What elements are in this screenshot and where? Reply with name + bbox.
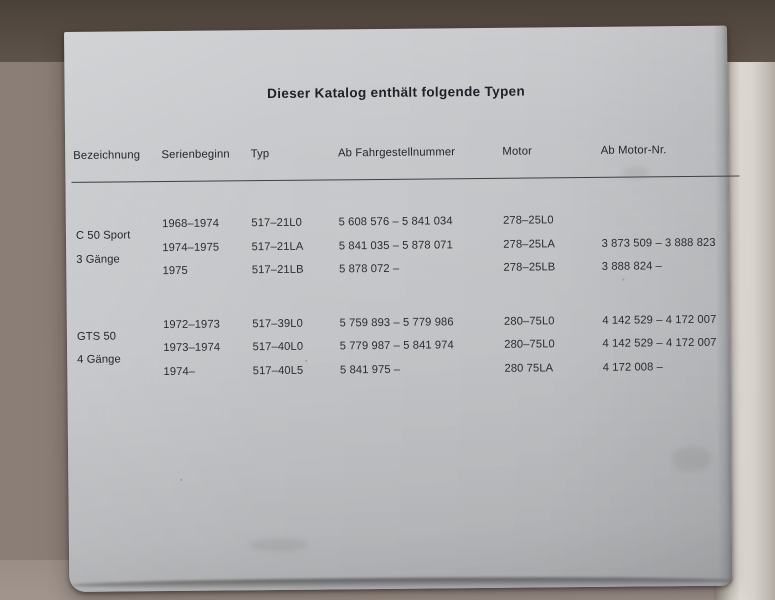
group-label-cell: GTS 50 4 Gänge [73,313,164,384]
cell-motor: 280–75L0 [504,338,555,352]
cell-serienbeginn: 1975 [162,265,188,278]
group-gears: 4 Gänge [77,353,121,367]
column-header-serienbeginn: Serienbeginn [161,148,230,162]
cell-fahrgestellnummer: 5 779 987 – 5 841 974 [339,339,454,353]
column-header-typ: Typ [250,148,270,161]
cell-fahrgestellnummer: 5 841 035 – 5 878 071 [338,239,453,253]
column-header-fahrgestellnummer: Ab Fahrgestellnummer [337,146,456,160]
column-header-motor: Motor [502,145,533,158]
table-header: Bezeichnung Serienbeginn Typ Ab Fahrgest… [71,143,751,194]
cell-motornummer [601,207,752,232]
page-content: Dieser Katalog enthält folgende Typen Be… [64,26,740,592]
header-rule [71,175,740,184]
page-title: Dieser Katalog enthält folgende Typen [267,83,526,102]
cell-fahrgestellnummer: 5 608 576 – 5 841 034 [338,215,453,229]
cell-motornummer: 4 142 529 – 4 172 007 [602,313,717,327]
cell-typ: 517–21LA [251,240,304,253]
group-label-cell: C 50 Sport 3 Gänge [72,213,163,284]
cell-serienbeginn: 1972–1973 [163,318,221,331]
cell-typ: 517–40L0 [252,340,304,354]
cell-fahrgestellnummer: 5 878 072 – [338,263,400,276]
column-header-bezeichnung: Bezeichnung [73,149,141,162]
cell-serienbeginn: 1974–1975 [162,241,220,254]
cell-typ: 517–39L0 [252,317,303,330]
cell-motornummer: 4 142 529 – 4 172 007 [602,337,717,351]
cell-motornummer: 4 172 008 – [602,361,664,374]
catalog-page: Dieser Katalog enthält folgende Typen Be… [64,25,740,592]
cell-motor: 280–75L0 [503,315,555,328]
cell-motor: 280 75LA [504,362,554,375]
column-header-motornummer: Ab Motor-Nr. [600,144,667,157]
group-name: GTS 50 [76,330,117,343]
cell-fahrgestellnummer: 5 841 975 – [339,363,401,377]
paper-smudge [248,537,309,553]
paper-smudge [672,445,713,473]
table-body: C 50 Sport 3 Gänge 1968–1974 517–21L0 5 … [72,188,754,385]
cell-motornummer: 3 888 824 – [601,260,663,274]
group-gears: 3 Gänge [76,253,120,266]
group-name: C 50 Sport [75,229,131,243]
cell-typ: 517–21L0 [251,216,302,230]
cell-serienbeginn: 1973–1974 [163,341,221,355]
cell-serienbeginn: 1968–1974 [162,217,220,231]
cell-fahrgestellnummer: 5 759 893 – 5 779 986 [339,316,454,330]
cell-motor: 278–25LB [503,261,556,275]
cell-motor: 278–25L0 [502,214,554,228]
cell-typ: 517–40L5 [252,364,304,377]
cell-serienbeginn: 1974– [163,365,196,378]
paper-speck [180,478,182,481]
cell-typ: 517–21LB [251,263,304,277]
cell-motor: 278–25LA [503,238,556,251]
cell-motornummer: 3 873 509 – 3 888 823 [601,236,716,250]
type-catalog-table: Bezeichnung Serienbeginn Typ Ab Fahrgest… [71,143,753,384]
